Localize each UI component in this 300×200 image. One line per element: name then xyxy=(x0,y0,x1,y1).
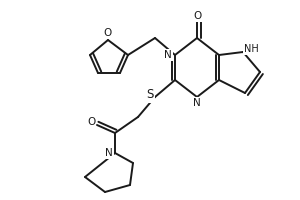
Text: O: O xyxy=(193,11,201,21)
Text: O: O xyxy=(104,28,112,38)
Text: N: N xyxy=(193,98,201,108)
Text: O: O xyxy=(87,117,95,127)
Text: S: S xyxy=(146,88,154,102)
Text: NH: NH xyxy=(244,44,258,54)
Text: N: N xyxy=(105,148,113,158)
Text: N: N xyxy=(164,50,172,60)
